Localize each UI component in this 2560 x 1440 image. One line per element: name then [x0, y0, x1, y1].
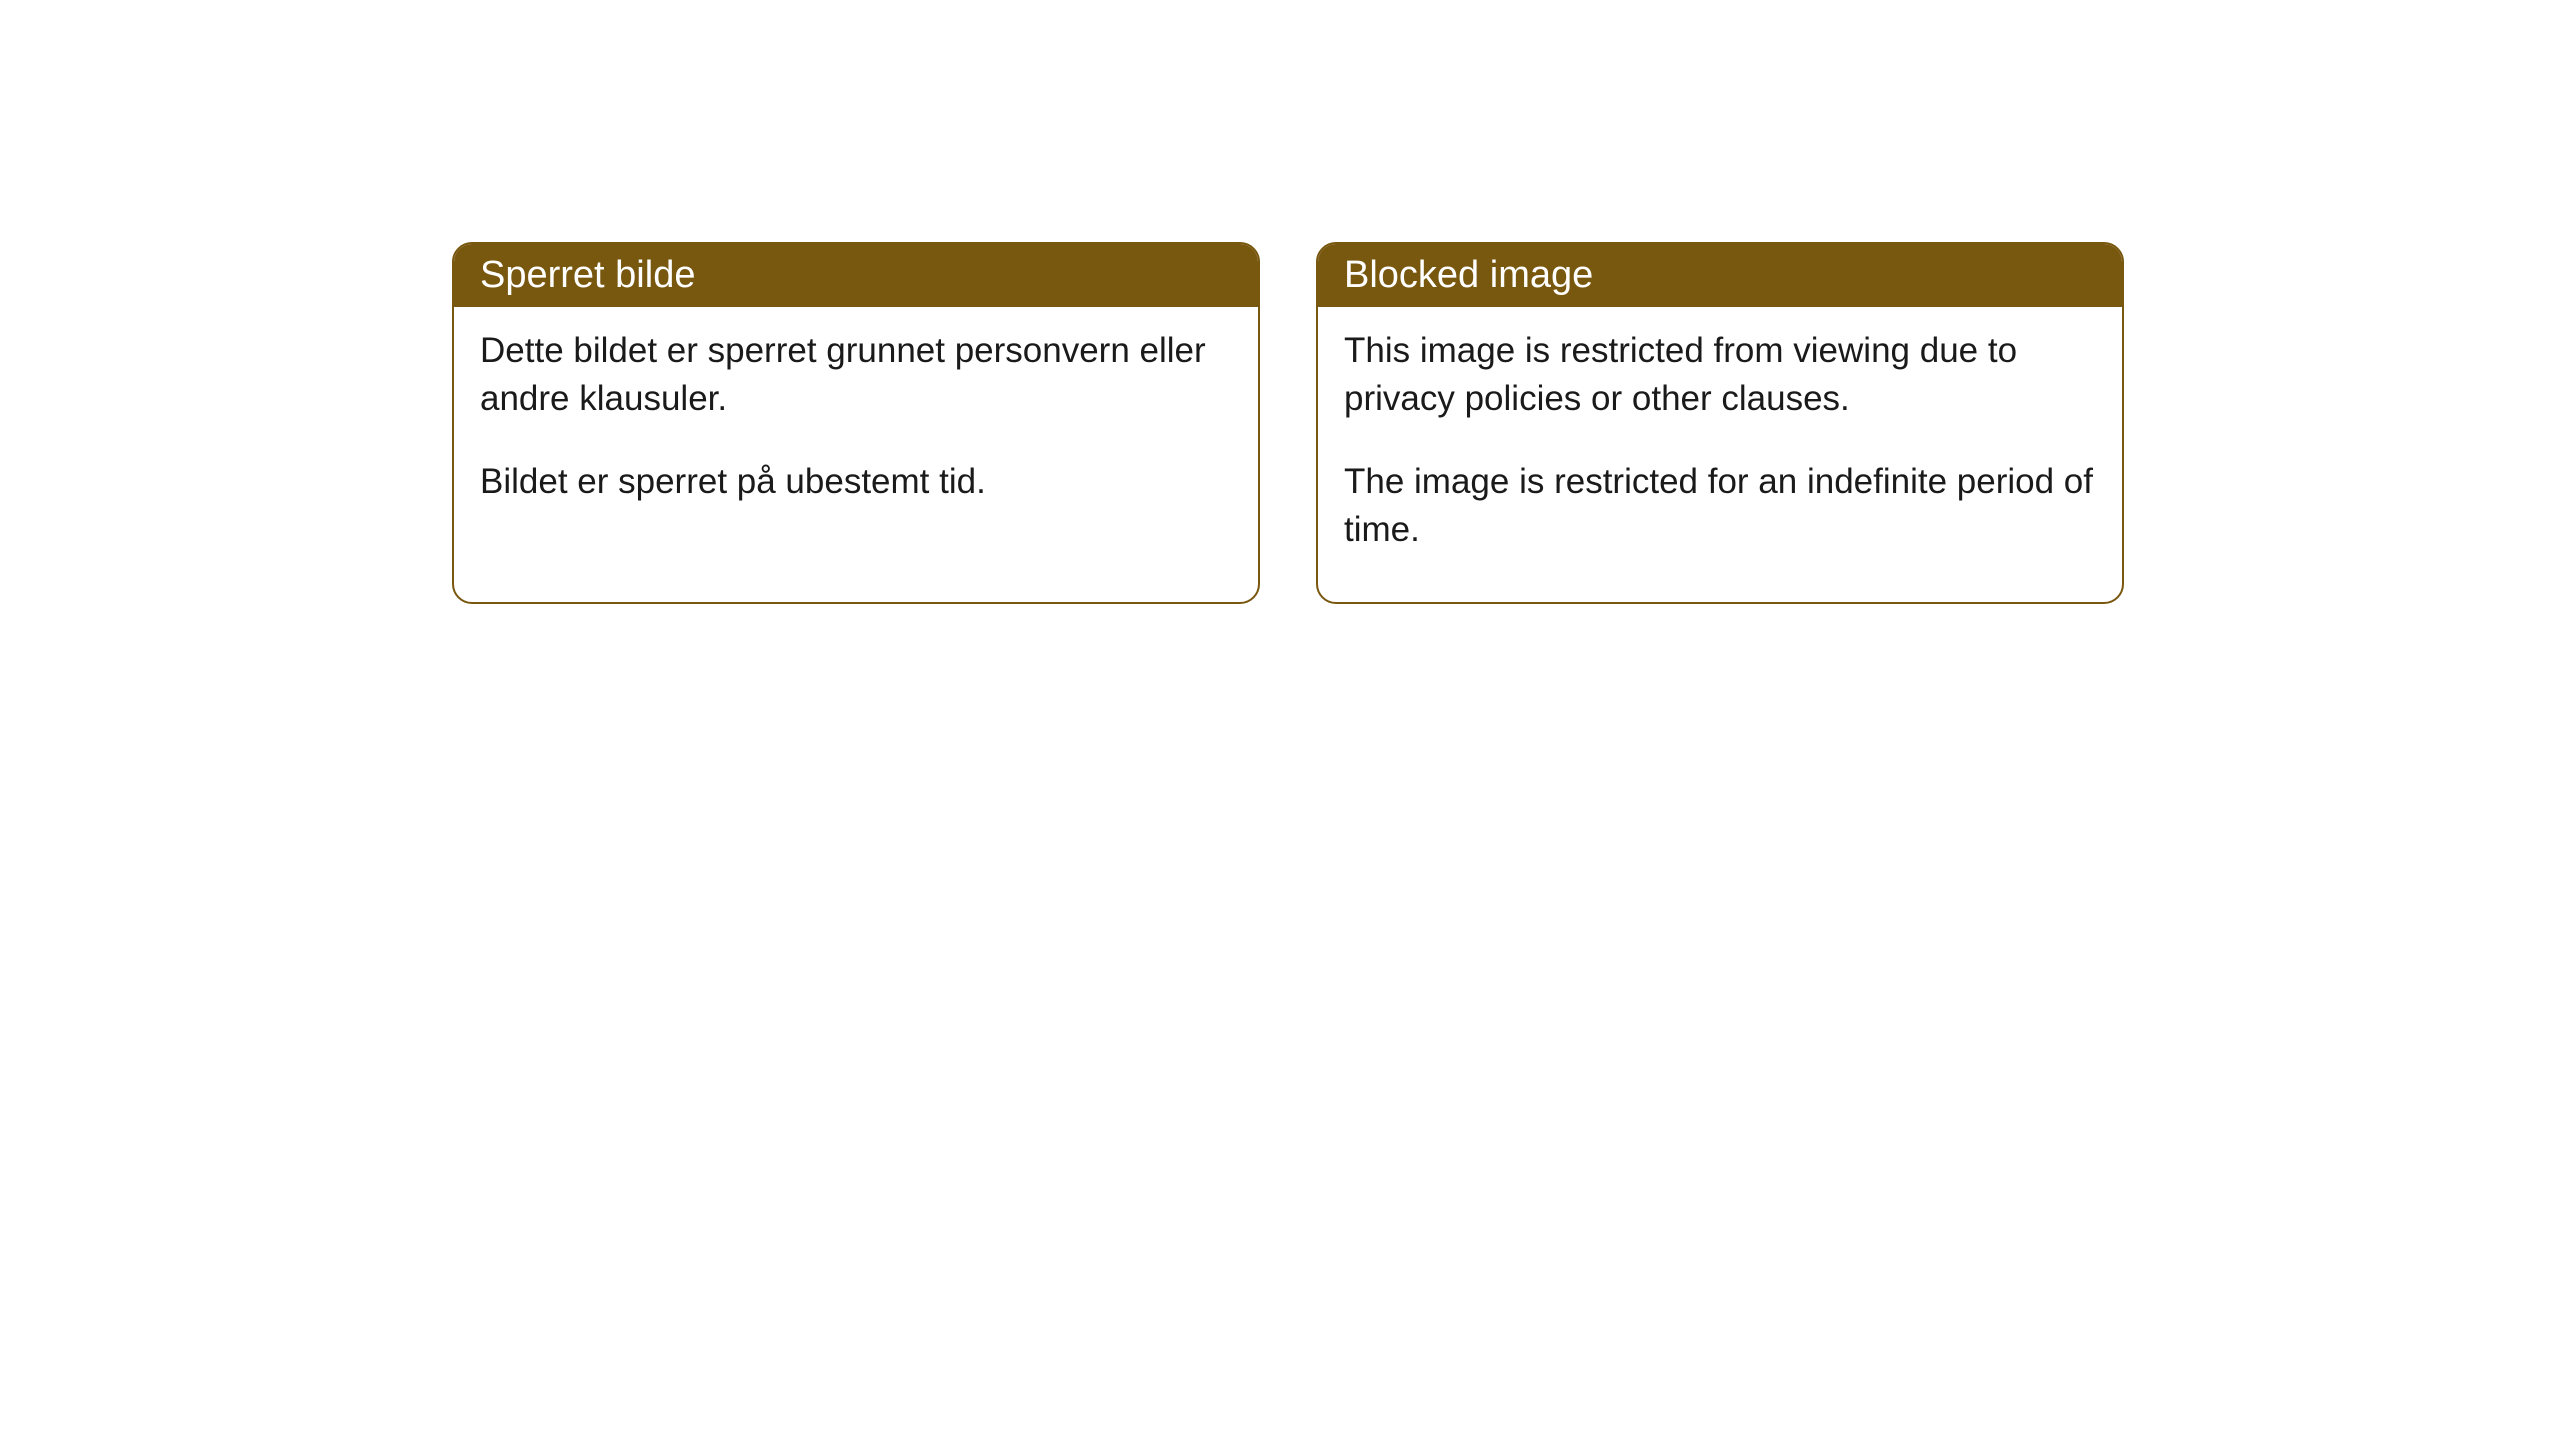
card-paragraph: This image is restricted from viewing du…: [1344, 327, 2096, 424]
notice-container: Sperret bilde Dette bildet er sperret gr…: [0, 0, 2560, 604]
card-body: This image is restricted from viewing du…: [1318, 307, 2122, 602]
blocked-image-card-norwegian: Sperret bilde Dette bildet er sperret gr…: [452, 242, 1260, 604]
card-body: Dette bildet er sperret grunnet personve…: [454, 307, 1258, 554]
card-title: Blocked image: [1344, 254, 1593, 296]
card-header: Blocked image: [1318, 244, 2122, 307]
blocked-image-card-english: Blocked image This image is restricted f…: [1316, 242, 2124, 604]
card-paragraph: Bildet er sperret på ubestemt tid.: [480, 458, 1232, 506]
card-paragraph: Dette bildet er sperret grunnet personve…: [480, 327, 1232, 424]
card-title: Sperret bilde: [480, 254, 695, 296]
card-header: Sperret bilde: [454, 244, 1258, 307]
card-paragraph: The image is restricted for an indefinit…: [1344, 458, 2096, 555]
